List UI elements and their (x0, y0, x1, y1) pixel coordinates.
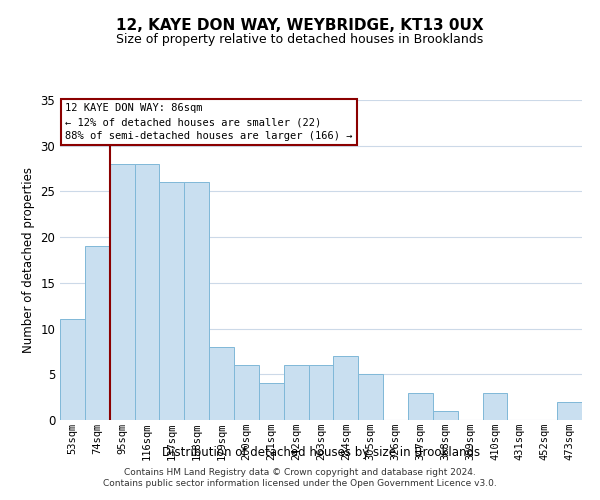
Bar (284, 365, 308, 420)
Text: 12 KAYE DON WAY: 86sqm
← 12% of detached houses are smaller (22)
88% of semi-det: 12 KAYE DON WAY: 86sqm ← 12% of detached… (65, 103, 353, 141)
Bar (209, 347, 234, 420)
Bar (408, 392, 433, 420)
Bar (60, 320, 85, 420)
Bar (334, 356, 358, 420)
Bar (308, 365, 334, 420)
Text: 12, KAYE DON WAY, WEYBRIDGE, KT13 0UX: 12, KAYE DON WAY, WEYBRIDGE, KT13 0UX (116, 18, 484, 32)
Bar (134, 164, 160, 420)
Text: Size of property relative to detached houses in Brooklands: Size of property relative to detached ho… (116, 32, 484, 46)
Text: Contains HM Land Registry data © Crown copyright and database right 2024.: Contains HM Land Registry data © Crown c… (124, 468, 476, 477)
Bar (358, 374, 383, 420)
Text: Contains public sector information licensed under the Open Government Licence v3: Contains public sector information licen… (103, 480, 497, 488)
Bar (234, 365, 259, 420)
Text: Distribution of detached houses by size in Brooklands: Distribution of detached houses by size … (162, 446, 480, 459)
Bar (557, 402, 582, 420)
Bar (110, 164, 134, 420)
Bar (433, 411, 458, 420)
Bar (184, 182, 209, 420)
Y-axis label: Number of detached properties: Number of detached properties (22, 167, 35, 353)
Bar (160, 182, 184, 420)
Bar (85, 246, 110, 420)
Bar (259, 384, 284, 420)
Bar (482, 392, 508, 420)
